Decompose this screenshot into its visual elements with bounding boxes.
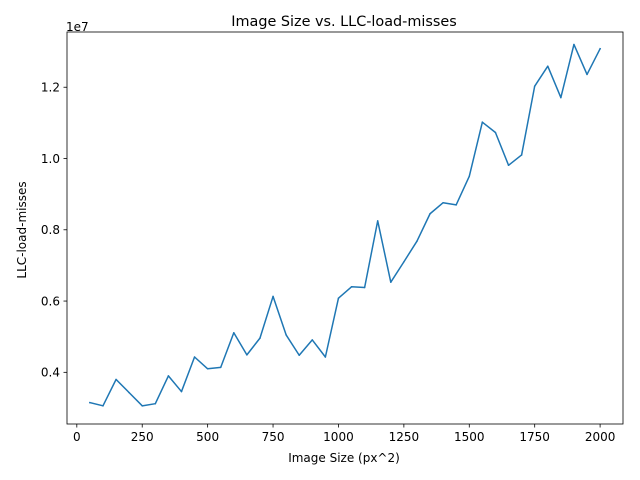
data-point: [128, 391, 130, 394]
x-tick-label: 250: [131, 430, 154, 444]
x-axis-ticks: 0 250 500 750 1000 1250 1500 1750 2000: [73, 424, 615, 444]
data-point: [376, 220, 379, 222]
data-point: [154, 402, 157, 405]
y-axis-offset-text: 1e7: [66, 20, 89, 34]
x-tick-label: 750: [262, 430, 285, 444]
data-point: [324, 356, 327, 358]
data-point: [350, 286, 353, 288]
data-point: [102, 405, 104, 407]
data-point: [599, 48, 601, 50]
data-point: [141, 405, 143, 407]
data-point: [547, 65, 549, 67]
data-point: [246, 354, 248, 356]
data-point: [206, 368, 209, 370]
data-point: [219, 366, 222, 369]
data-point: [416, 240, 418, 242]
x-tick-label: 1250: [389, 430, 420, 444]
data-point: [533, 85, 536, 87]
data-point: [259, 337, 261, 339]
data-point: [507, 164, 510, 167]
data-point: [311, 339, 314, 341]
data-point: [167, 375, 170, 377]
x-tick-label: 1000: [323, 430, 354, 444]
plot-area: [66, 31, 624, 425]
data-point: [390, 281, 392, 283]
chart-title: Image Size vs. LLC-load-misses: [231, 14, 457, 30]
y-tick-label: 0.4: [41, 366, 60, 380]
data-point: [272, 295, 274, 298]
data-point: [560, 96, 562, 99]
data-point: [403, 261, 405, 263]
x-tick-label: 1750: [519, 430, 550, 444]
y-tick-label: 1.0: [41, 152, 60, 166]
data-point: [586, 73, 588, 76]
x-tick-label: 2000: [585, 430, 616, 444]
data-point: [468, 175, 471, 178]
x-axis-label: Image Size (px^2): [288, 451, 400, 465]
y-tick-label: 1.2: [41, 81, 60, 95]
data-point: [285, 334, 287, 336]
series-line-0: [88, 43, 602, 407]
x-tick-label: 1500: [454, 430, 485, 444]
data-point: [337, 297, 340, 299]
data-point: [455, 204, 457, 206]
data-point: [442, 201, 444, 204]
data-point: [481, 121, 484, 123]
data-point: [115, 378, 117, 381]
data-point: [89, 401, 91, 404]
data-point: [429, 213, 431, 215]
data-point: [363, 286, 366, 289]
data-point: [520, 154, 523, 156]
data-point: [573, 43, 575, 46]
data-point: [193, 356, 196, 358]
data-point: [180, 390, 183, 393]
data-point: [298, 354, 300, 356]
y-tick-label: 0.6: [41, 294, 60, 308]
y-axis-ticks: 0.4 0.6 0.8 1.0 1.2: [41, 81, 67, 380]
x-tick-label: 500: [196, 430, 219, 444]
y-axis-label: LLC-load-misses: [15, 181, 29, 278]
data-point: [494, 131, 497, 134]
x-tick-label: 0: [73, 430, 81, 444]
data-point: [233, 332, 235, 334]
axes-frame: [66, 31, 624, 425]
y-tick-label: 0.8: [41, 223, 60, 237]
